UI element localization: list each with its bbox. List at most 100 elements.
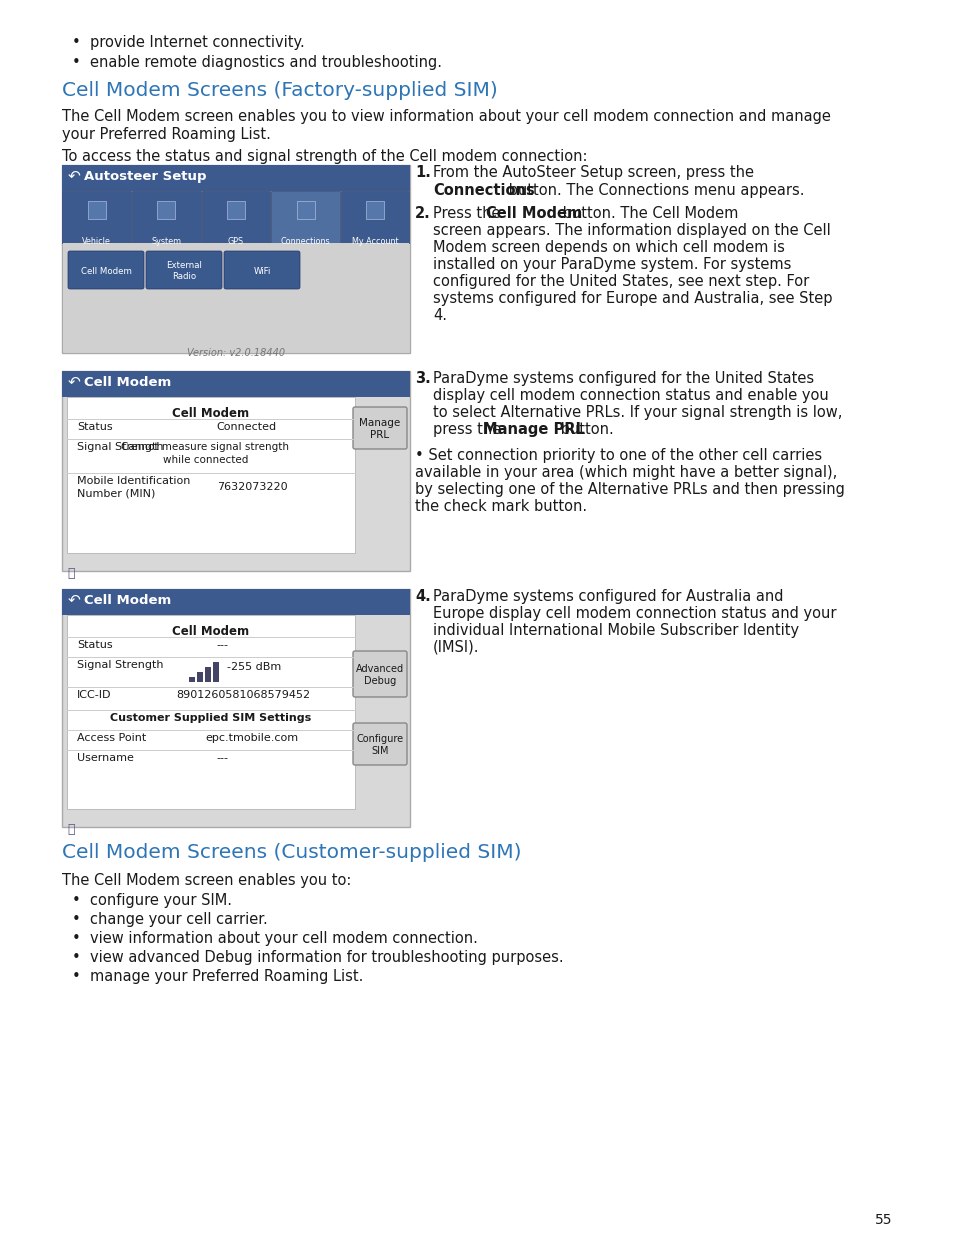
- Bar: [340, 191, 409, 243]
- Bar: [271, 191, 339, 243]
- Text: the check mark button.: the check mark button.: [415, 499, 586, 514]
- FancyBboxPatch shape: [146, 251, 222, 289]
- Text: System: System: [152, 237, 181, 246]
- Text: 4.: 4.: [415, 589, 431, 604]
- Text: ICC-ID: ICC-ID: [77, 690, 112, 700]
- Text: by selecting one of the Alternative PRLs and then pressing: by selecting one of the Alternative PRLs…: [415, 482, 844, 496]
- Text: available in your area (which might have a better signal),: available in your area (which might have…: [415, 466, 837, 480]
- Text: 55: 55: [874, 1213, 891, 1228]
- Text: •  change your cell carrier.: • change your cell carrier.: [71, 911, 268, 927]
- Text: (IMSI).: (IMSI).: [433, 640, 479, 655]
- Bar: [213, 662, 219, 682]
- FancyBboxPatch shape: [68, 251, 144, 289]
- Text: your Preferred Roaming List.: your Preferred Roaming List.: [62, 127, 271, 142]
- Text: Vehicle: Vehicle: [82, 237, 112, 246]
- Text: Connections: Connections: [280, 237, 330, 246]
- Text: Europe display cell modem connection status and your: Europe display cell modem connection sta…: [433, 606, 836, 621]
- Text: ---: ---: [216, 640, 229, 650]
- Text: Manage
PRL: Manage PRL: [359, 417, 400, 440]
- Text: display cell modem connection status and enable you: display cell modem connection status and…: [433, 388, 828, 403]
- Text: 3.: 3.: [415, 370, 431, 387]
- Bar: [296, 201, 314, 219]
- Text: From the AutoSteer Setup screen, press the: From the AutoSteer Setup screen, press t…: [433, 165, 753, 180]
- Bar: [227, 201, 245, 219]
- Text: The Cell Modem screen enables you to view information about your cell modem conn: The Cell Modem screen enables you to vie…: [62, 109, 830, 124]
- Bar: [62, 589, 410, 827]
- Text: •  view information about your cell modem connection.: • view information about your cell modem…: [71, 931, 477, 946]
- Text: Connections: Connections: [433, 183, 535, 198]
- Text: Cell Modem: Cell Modem: [485, 206, 581, 221]
- Text: Press the: Press the: [433, 206, 504, 221]
- Bar: [366, 201, 384, 219]
- Bar: [62, 589, 410, 615]
- Text: Signal Strength: Signal Strength: [77, 442, 163, 452]
- Text: External
Radio: External Radio: [166, 262, 202, 280]
- Bar: [62, 370, 410, 396]
- Text: 1.: 1.: [415, 165, 431, 180]
- Text: Cell Modem Screens (Factory-supplied SIM): Cell Modem Screens (Factory-supplied SIM…: [62, 82, 497, 100]
- Text: systems configured for Europe and Australia, see Step: systems configured for Europe and Austra…: [433, 291, 832, 306]
- Text: •  provide Internet connectivity.: • provide Internet connectivity.: [71, 35, 304, 49]
- Text: Advanced
Debug: Advanced Debug: [355, 663, 404, 687]
- FancyBboxPatch shape: [353, 408, 407, 450]
- Text: Cell Modem: Cell Modem: [84, 594, 172, 606]
- Bar: [196, 672, 203, 682]
- Text: button. The Connections menu appears.: button. The Connections menu appears.: [503, 183, 803, 198]
- FancyBboxPatch shape: [353, 722, 407, 764]
- Text: ↶: ↶: [68, 592, 81, 606]
- Text: ↶: ↶: [68, 374, 81, 389]
- Text: Status: Status: [77, 640, 112, 650]
- Text: ParaDyme systems configured for the United States: ParaDyme systems configured for the Unit…: [433, 370, 813, 387]
- Text: Username: Username: [77, 753, 133, 763]
- Text: individual International Mobile Subscriber Identity: individual International Mobile Subscrib…: [433, 622, 799, 638]
- Text: Access Point: Access Point: [77, 734, 146, 743]
- Text: WiFi: WiFi: [253, 267, 271, 275]
- Text: configured for the United States, see next step. For: configured for the United States, see ne…: [433, 274, 808, 289]
- Text: Cell Modem Screens (Customer-supplied SIM): Cell Modem Screens (Customer-supplied SI…: [62, 844, 521, 862]
- Bar: [88, 201, 106, 219]
- Bar: [62, 165, 410, 353]
- Text: 2.: 2.: [415, 206, 431, 221]
- Text: ---: ---: [216, 753, 229, 763]
- Text: My Account: My Account: [352, 237, 398, 246]
- Text: ⓘ: ⓘ: [67, 823, 74, 836]
- Bar: [67, 615, 355, 809]
- Text: Cell Modem: Cell Modem: [172, 408, 250, 420]
- Text: •  configure your SIM.: • configure your SIM.: [71, 893, 232, 908]
- FancyBboxPatch shape: [224, 251, 299, 289]
- FancyBboxPatch shape: [353, 651, 407, 697]
- Text: while connected: while connected: [162, 454, 248, 466]
- Text: Modem screen depends on which cell modem is: Modem screen depends on which cell modem…: [433, 240, 784, 254]
- Bar: [205, 667, 211, 682]
- Text: screen appears. The information displayed on the Cell: screen appears. The information displaye…: [433, 224, 830, 238]
- Text: Cell Modem: Cell Modem: [84, 375, 172, 389]
- Bar: [132, 191, 200, 243]
- Text: 7632073220: 7632073220: [216, 482, 287, 492]
- Text: button.: button.: [556, 422, 613, 437]
- Text: -255 dBm: -255 dBm: [227, 662, 281, 672]
- Text: Number (MIN): Number (MIN): [77, 489, 155, 499]
- Text: To access the status and signal strength of the Cell modem connection:: To access the status and signal strength…: [62, 149, 587, 164]
- Text: •  view advanced Debug information for troubleshooting purposes.: • view advanced Debug information for tr…: [71, 950, 563, 965]
- Text: Cannot measure signal strength: Cannot measure signal strength: [121, 442, 289, 452]
- Text: button. The Cell Modem: button. The Cell Modem: [558, 206, 738, 221]
- Text: Customer Supplied SIM Settings: Customer Supplied SIM Settings: [111, 713, 312, 722]
- Text: GPS: GPS: [228, 237, 244, 246]
- Bar: [157, 201, 175, 219]
- Text: Cell Modem: Cell Modem: [80, 267, 132, 275]
- Text: Autosteer Setup: Autosteer Setup: [84, 170, 206, 183]
- Text: •  enable remote diagnostics and troubleshooting.: • enable remote diagnostics and troubles…: [71, 56, 441, 70]
- Bar: [62, 370, 410, 571]
- Text: The Cell Modem screen enables you to:: The Cell Modem screen enables you to:: [62, 873, 351, 888]
- Text: 4.: 4.: [433, 308, 447, 324]
- Text: Version: v2.0.18440: Version: v2.0.18440: [187, 348, 285, 358]
- Bar: [189, 677, 194, 682]
- Text: Mobile Identification: Mobile Identification: [77, 475, 191, 487]
- Text: Status: Status: [77, 422, 112, 432]
- Text: ⓘ: ⓘ: [67, 567, 74, 580]
- Text: installed on your ParaDyme system. For systems: installed on your ParaDyme system. For s…: [433, 257, 791, 272]
- Text: ↶: ↶: [68, 168, 81, 183]
- Text: press the: press the: [433, 422, 505, 437]
- Bar: [63, 243, 409, 352]
- Text: to select Alternative PRLs. If your signal strength is low,: to select Alternative PRLs. If your sign…: [433, 405, 841, 420]
